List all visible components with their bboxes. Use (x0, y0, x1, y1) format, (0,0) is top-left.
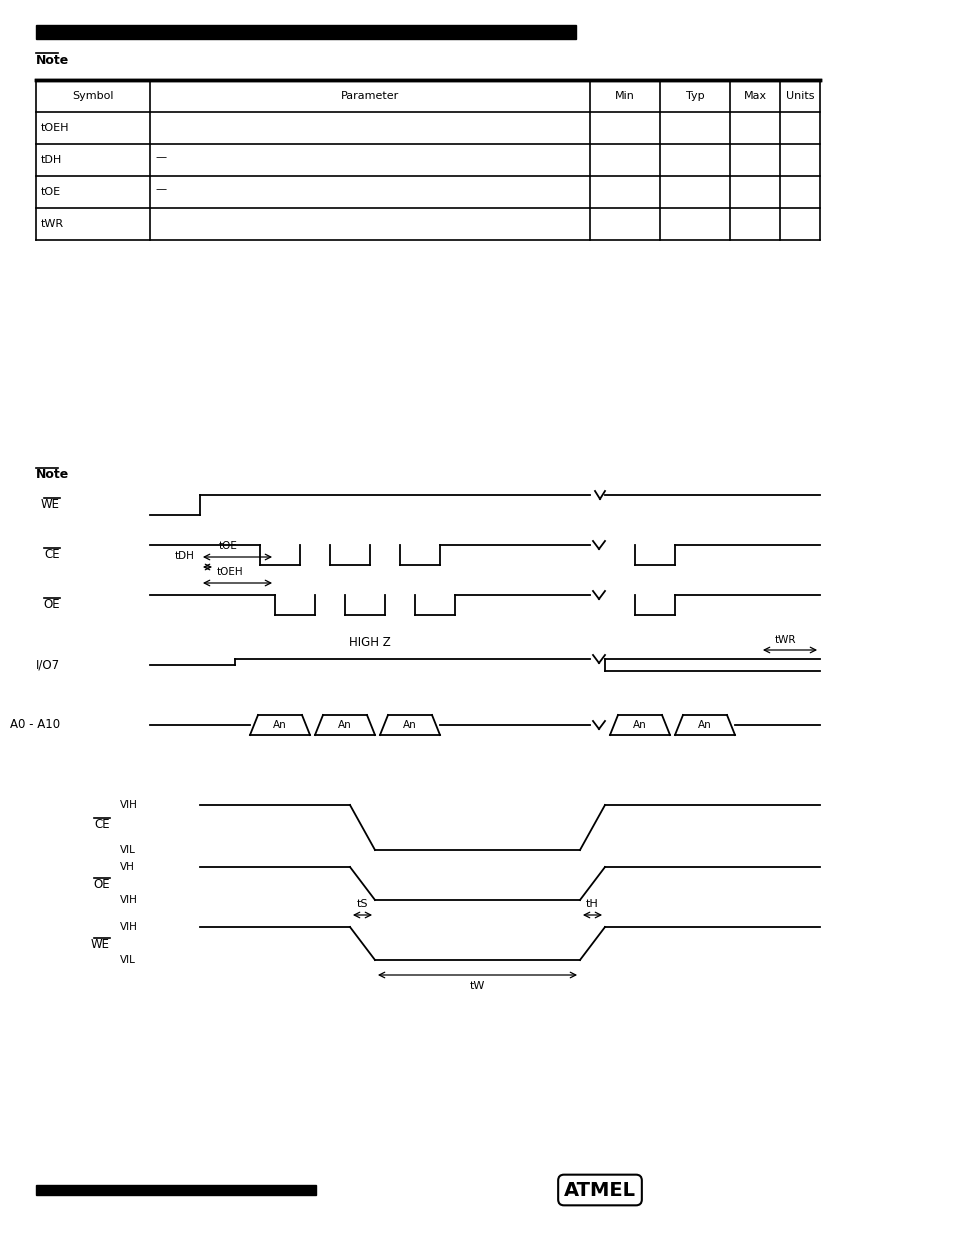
Text: tW: tW (469, 981, 485, 990)
Text: HIGH Z: HIGH Z (349, 636, 391, 650)
Text: Typ: Typ (685, 91, 703, 101)
Text: An: An (698, 720, 711, 730)
Text: VIL: VIL (120, 955, 135, 965)
Text: CE: CE (45, 548, 60, 562)
Text: Parameter: Parameter (340, 91, 398, 101)
Text: Symbol: Symbol (72, 91, 113, 101)
Bar (36, 25, 576, 40)
Text: A0 - A10: A0 - A10 (10, 719, 60, 731)
Text: tOE: tOE (41, 186, 61, 198)
Text: ATMEL: ATMEL (563, 1181, 636, 1199)
Text: tS: tS (356, 899, 368, 909)
Text: Max: Max (742, 91, 766, 101)
Text: tDH: tDH (175, 551, 194, 561)
Text: Min: Min (615, 91, 635, 101)
Text: Units: Units (785, 91, 814, 101)
Text: WE: WE (41, 499, 60, 511)
Text: VIH: VIH (120, 923, 138, 932)
Text: tWR: tWR (774, 635, 795, 645)
Text: An: An (337, 720, 352, 730)
Text: tH: tH (585, 899, 598, 909)
Text: CE: CE (94, 819, 110, 831)
Text: VIH: VIH (120, 800, 138, 810)
Text: VIL: VIL (120, 845, 135, 855)
Text: Note: Note (36, 468, 70, 482)
Text: WE: WE (91, 939, 110, 951)
Text: An: An (403, 720, 416, 730)
Text: VIH: VIH (120, 895, 138, 905)
Text: An: An (633, 720, 646, 730)
Text: —: — (154, 152, 166, 162)
Text: Note: Note (36, 53, 70, 67)
Bar (36, 1186, 315, 1195)
Text: VH: VH (120, 862, 134, 872)
Text: I/O7: I/O7 (36, 658, 60, 672)
Text: tOE: tOE (218, 541, 237, 551)
Text: OE: OE (93, 878, 110, 892)
Text: tOEH: tOEH (41, 124, 70, 133)
Text: OE: OE (43, 599, 60, 611)
Text: An: An (273, 720, 287, 730)
Text: tDH: tDH (41, 156, 62, 165)
Text: —: — (154, 184, 166, 194)
Text: tOEH: tOEH (216, 567, 243, 577)
Text: tWR: tWR (41, 219, 64, 228)
